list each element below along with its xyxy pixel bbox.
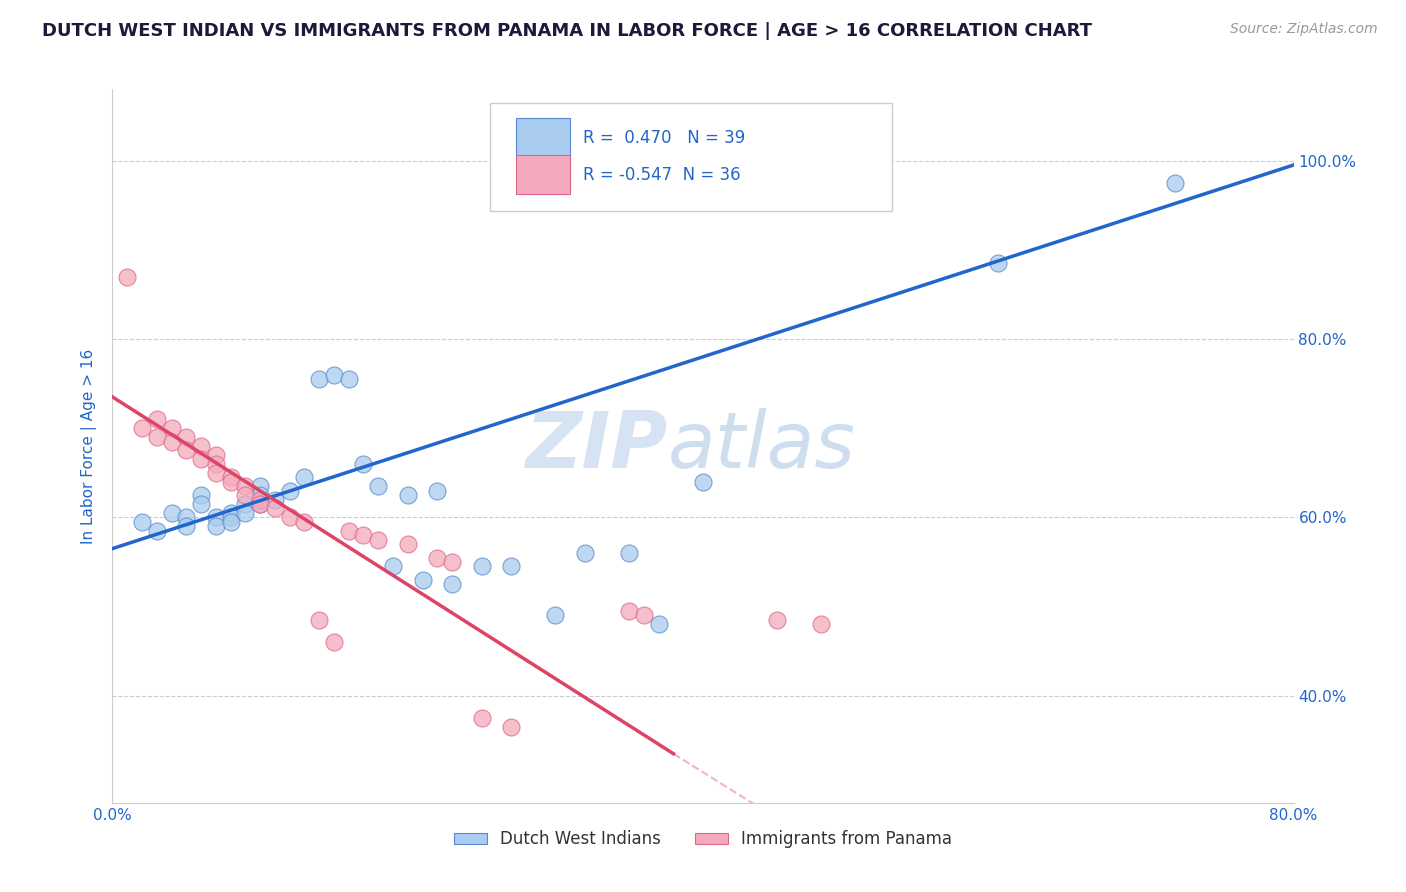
Text: R =  0.470   N = 39: R = 0.470 N = 39: [582, 128, 745, 146]
Point: [117, 269, 138, 284]
Point: [219, 515, 242, 529]
Point: [249, 497, 271, 511]
Point: [131, 515, 153, 529]
FancyBboxPatch shape: [491, 103, 891, 211]
Point: [692, 475, 714, 489]
Point: [367, 533, 389, 547]
Point: [278, 483, 301, 498]
Text: ZIP: ZIP: [526, 408, 668, 484]
Point: [190, 452, 212, 467]
Y-axis label: In Labor Force | Age > 16: In Labor Force | Age > 16: [80, 349, 97, 543]
Point: [308, 613, 330, 627]
Point: [249, 492, 271, 507]
Point: [501, 559, 523, 574]
Point: [396, 488, 419, 502]
Point: [174, 443, 197, 458]
Point: [205, 466, 228, 480]
Point: [337, 372, 360, 386]
Point: [411, 573, 433, 587]
Point: [233, 488, 256, 502]
FancyBboxPatch shape: [516, 118, 569, 157]
Point: [233, 479, 256, 493]
Point: [190, 488, 212, 502]
Point: [264, 492, 287, 507]
Point: [174, 430, 197, 444]
Point: [619, 604, 641, 618]
Point: [470, 559, 494, 574]
Point: [382, 559, 405, 574]
Point: [367, 479, 389, 493]
Point: [633, 608, 655, 623]
Point: [337, 524, 360, 538]
Point: [426, 550, 449, 565]
Point: [174, 519, 197, 533]
Point: [160, 434, 183, 449]
Point: [249, 497, 271, 511]
Point: [544, 608, 567, 623]
Point: [205, 448, 228, 462]
Point: [810, 617, 832, 632]
Text: R = -0.547  N = 36: R = -0.547 N = 36: [582, 166, 740, 184]
FancyBboxPatch shape: [516, 155, 569, 194]
Point: [146, 524, 169, 538]
Point: [160, 421, 183, 435]
Point: [249, 488, 271, 502]
Point: [292, 470, 315, 484]
Point: [308, 372, 330, 386]
Text: atlas: atlas: [668, 408, 855, 484]
Point: [160, 506, 183, 520]
Point: [501, 720, 523, 734]
Point: [426, 483, 449, 498]
Point: [249, 479, 271, 493]
Point: [574, 546, 596, 560]
Point: [146, 430, 169, 444]
Point: [190, 497, 212, 511]
Point: [470, 711, 494, 725]
Point: [441, 577, 464, 591]
Point: [987, 256, 1010, 270]
Point: [205, 510, 228, 524]
Point: [323, 368, 346, 382]
Point: [205, 457, 228, 471]
Point: [264, 501, 287, 516]
Point: [174, 510, 197, 524]
Point: [352, 528, 374, 542]
Legend: Dutch West Indians, Immigrants from Panama: Dutch West Indians, Immigrants from Pana…: [447, 824, 959, 855]
Point: [766, 613, 789, 627]
Point: [278, 510, 301, 524]
Point: [323, 635, 346, 649]
Point: [396, 537, 419, 551]
Point: [292, 515, 315, 529]
Point: [205, 519, 228, 533]
Point: [219, 510, 242, 524]
Point: [131, 421, 153, 435]
Text: Source: ZipAtlas.com: Source: ZipAtlas.com: [1230, 22, 1378, 37]
Point: [352, 457, 374, 471]
Point: [146, 412, 169, 426]
Point: [219, 475, 242, 489]
Point: [233, 497, 256, 511]
Point: [1164, 176, 1187, 190]
Point: [190, 439, 212, 453]
Point: [441, 555, 464, 569]
Point: [233, 506, 256, 520]
Text: DUTCH WEST INDIAN VS IMMIGRANTS FROM PANAMA IN LABOR FORCE | AGE > 16 CORRELATIO: DUTCH WEST INDIAN VS IMMIGRANTS FROM PAN…: [42, 22, 1092, 40]
Point: [219, 506, 242, 520]
Point: [219, 470, 242, 484]
Point: [619, 546, 641, 560]
Point: [647, 617, 671, 632]
